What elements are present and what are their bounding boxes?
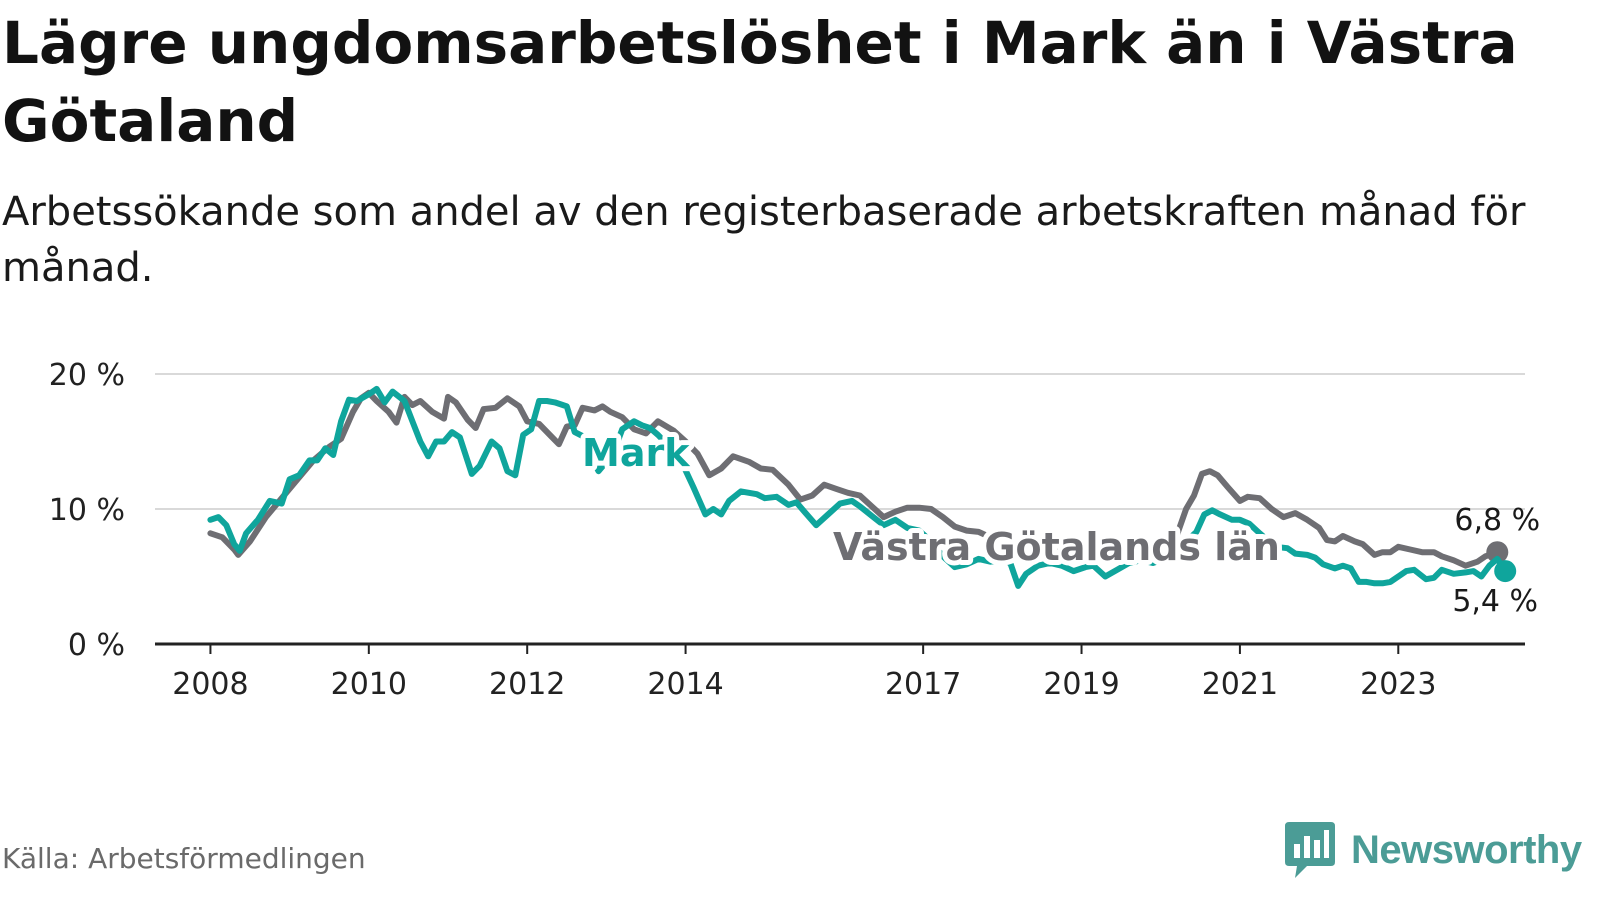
- y-tick-label: 20 %: [49, 358, 125, 393]
- series-line-mark: [207, 385, 1509, 589]
- line-chart: 0 % 10 % 20 % 2008 2010 2012 2014 2017 2019 2021 2…: [49, 358, 1540, 702]
- label-layer: Mark Västra Götalands län 6,8 % 5,4 %: [577, 426, 1540, 619]
- end-label-vastra-gotaland: 6,8 %: [1454, 503, 1540, 538]
- end-point-mark: [1494, 560, 1517, 583]
- end-point-vastra-gotaland: [1486, 541, 1509, 564]
- x-tick-label: 2023: [1360, 667, 1436, 702]
- end-label-mark: 5,4 %: [1452, 584, 1538, 619]
- brand-logo[interactable]: Newsworthy: [1285, 822, 1582, 878]
- x-tick-label: 2014: [647, 667, 723, 702]
- series-line-vastra-gotaland: [207, 389, 1501, 569]
- brand-name: Newsworthy: [1351, 827, 1582, 872]
- grid-layer: [155, 373, 1525, 510]
- y-tick-label: 10 %: [49, 493, 125, 528]
- series-layer: [207, 385, 1517, 589]
- source-note: Källa: Arbetsförmedlingen: [2, 842, 366, 875]
- x-tick-label: 2010: [331, 667, 407, 702]
- chart-subtitle: Arbetssökande som andel av den registerb…: [2, 189, 1526, 291]
- x-tick-label: 2017: [885, 667, 961, 702]
- chart-title: Lägre ungdomsarbetslöshet i Mark än i Vä…: [2, 9, 1518, 155]
- axis-layer: 0 % 10 % 20 % 2008 2010 2012 2014 2017 2019 2021 2…: [49, 358, 1525, 702]
- x-tick-label: 2021: [1202, 667, 1278, 702]
- x-tick-label: 2012: [489, 667, 565, 702]
- x-tick-label: 2008: [172, 667, 248, 702]
- x-tick-label: 2019: [1043, 667, 1119, 702]
- series-label-mark: Mark: [582, 431, 690, 475]
- series-label-vastra-gotaland: Västra Götalands län: [833, 525, 1280, 569]
- y-tick-label: 0 %: [68, 628, 125, 663]
- bar-chart-speech-icon: [1285, 822, 1335, 878]
